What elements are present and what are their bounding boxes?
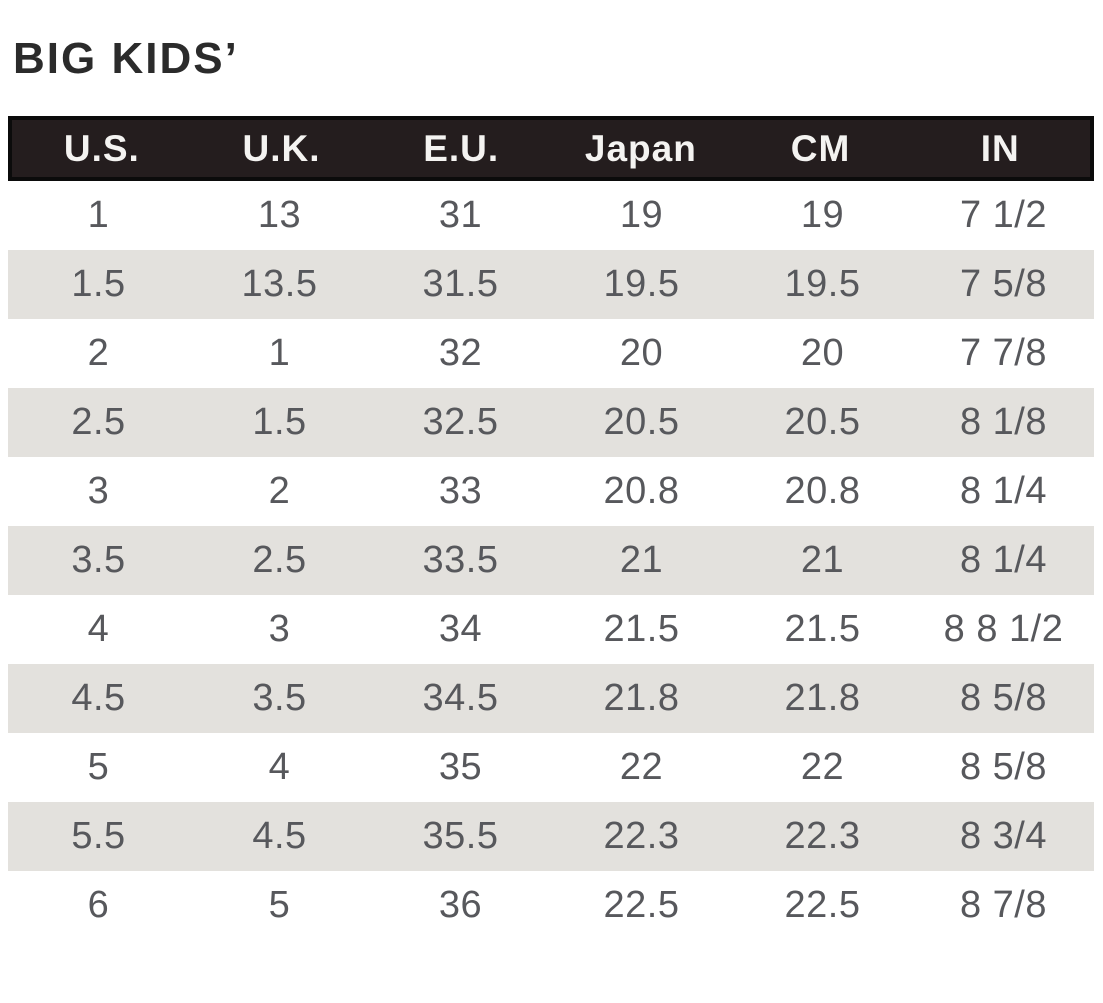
table-cell: 8 8 1/2	[943, 608, 1064, 650]
table-cell: 1	[87, 194, 110, 236]
table-cell: 1.5	[252, 401, 307, 443]
table-cell: 5.5	[71, 815, 126, 857]
table-cell: 32.5	[422, 401, 499, 443]
table-cell: 34	[438, 608, 483, 650]
table-cell: 2	[268, 470, 291, 512]
table-cell: 32	[438, 332, 483, 374]
table-cell: 7 7/8	[959, 332, 1048, 374]
table-cell: 5	[87, 746, 110, 788]
table-cell: 22.3	[603, 815, 680, 857]
table-cell: 8 1/4	[959, 470, 1048, 512]
table-cell: 1	[268, 332, 291, 374]
table-cell: 22.3	[784, 815, 861, 857]
table-cell: 20.8	[603, 470, 680, 512]
table-row: 1.5 13.5 31.5 19.5 19.5 7 5/8	[8, 250, 1094, 319]
table-row: 6 5 36 22.5 22.5 8 7/8	[8, 871, 1094, 940]
table-cell: 4.5	[252, 815, 307, 857]
table-row: 5.5 4.5 35.5 22.3 22.3 8 3/4	[8, 802, 1094, 871]
table-body: 1 13 31 19 19 7 1/2 1.5 13.5 31.5 19.5 19.5 7 5/8 2 1…	[8, 181, 1094, 940]
table-row: 3 2 33 20.8 20.8 8 1/4	[8, 457, 1094, 526]
table-cell: 19	[619, 194, 664, 236]
table-cell: 8 3/4	[959, 815, 1048, 857]
table-row: 5 4 35 22 22 8 5/8	[8, 733, 1094, 802]
table-cell: 21	[800, 539, 845, 581]
table-cell: 8 1/8	[959, 401, 1048, 443]
table-cell: 36	[438, 884, 483, 926]
table-cell: 2.5	[252, 539, 307, 581]
table-cell: 31.5	[422, 263, 499, 305]
table-cell: 3.5	[71, 539, 126, 581]
table-cell: 22.5	[603, 884, 680, 926]
table-cell: 21.5	[603, 608, 680, 650]
table-cell: 20	[619, 332, 664, 374]
table-cell: 20	[800, 332, 845, 374]
table-cell: 21	[619, 539, 664, 581]
table-cell: 2.5	[71, 401, 126, 443]
table-cell: 31	[438, 194, 483, 236]
table-cell: 8 5/8	[959, 746, 1048, 788]
table-cell: 7 1/2	[959, 194, 1048, 236]
column-header-japan: Japan	[584, 127, 697, 169]
table-cell: 8 7/8	[959, 884, 1048, 926]
table-row: 3.5 2.5 33.5 21 21 8 1/4	[8, 526, 1094, 595]
table-cell: 8 1/4	[959, 539, 1048, 581]
column-header-cm: CM	[790, 127, 851, 169]
table-cell: 7 5/8	[959, 263, 1048, 305]
table-cell: 1.5	[71, 263, 126, 305]
size-conversion-table: U.S. U.K. E.U. Japan CM IN 1 13 31 19 19 7 1/2 1.5 1…	[8, 116, 1094, 940]
table-cell: 6	[87, 884, 110, 926]
column-header-uk: U.K.	[242, 127, 321, 169]
table-cell: 3	[87, 470, 110, 512]
table-cell: 13.5	[241, 263, 318, 305]
table-row: 2 1 32 20 20 7 7/8	[8, 319, 1094, 388]
table-cell: 21.8	[603, 677, 680, 719]
table-cell: 19.5	[603, 263, 680, 305]
table-cell: 33	[438, 470, 483, 512]
table-row: 2.5 1.5 32.5 20.5 20.5 8 1/8	[8, 388, 1094, 457]
column-header-in: IN	[980, 127, 1020, 169]
table-cell: 21.8	[784, 677, 861, 719]
table-cell: 33.5	[422, 539, 499, 581]
table-row: 4.5 3.5 34.5 21.8 21.8 8 5/8	[8, 664, 1094, 733]
table-cell: 3.5	[252, 677, 307, 719]
column-header-eu: E.U.	[423, 127, 500, 169]
table-cell: 8 5/8	[959, 677, 1048, 719]
table-cell: 20.5	[603, 401, 680, 443]
table-cell: 4.5	[71, 677, 126, 719]
table-cell: 20.8	[784, 470, 861, 512]
table-cell: 19.5	[784, 263, 861, 305]
table-cell: 5	[268, 884, 291, 926]
table-cell: 22	[800, 746, 845, 788]
table-cell: 3	[268, 608, 291, 650]
table-header-row: U.S. U.K. E.U. Japan CM IN	[8, 116, 1094, 181]
table-cell: 2	[87, 332, 110, 374]
table-cell: 35	[438, 746, 483, 788]
table-cell: 21.5	[784, 608, 861, 650]
table-cell: 20.5	[784, 401, 861, 443]
table-cell: 19	[800, 194, 845, 236]
column-header-us: U.S.	[63, 127, 140, 169]
table-cell: 13	[257, 194, 302, 236]
table-cell: 35.5	[422, 815, 499, 857]
page-title: BIG KIDS’	[13, 34, 239, 83]
table-cell: 22	[619, 746, 664, 788]
table-cell: 22.5	[784, 884, 861, 926]
table-row: 4 3 34 21.5 21.5 8 8 1/2	[8, 595, 1094, 664]
table-cell: 4	[268, 746, 291, 788]
table-cell: 34.5	[422, 677, 499, 719]
table-cell: 4	[87, 608, 110, 650]
table-row: 1 13 31 19 19 7 1/2	[8, 181, 1094, 250]
